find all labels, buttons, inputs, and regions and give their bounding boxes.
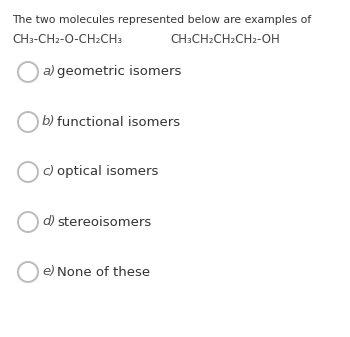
Text: geometric isomers: geometric isomers [57, 65, 181, 79]
Text: None of these: None of these [57, 266, 150, 278]
Text: The two molecules represented below are examples of: The two molecules represented below are … [12, 15, 311, 25]
Text: CH₃-CH₂-O-CH₂CH₃: CH₃-CH₂-O-CH₂CH₃ [12, 33, 122, 46]
Text: optical isomers: optical isomers [57, 165, 158, 179]
Text: d): d) [42, 215, 56, 228]
Text: functional isomers: functional isomers [57, 116, 180, 128]
Text: stereoisomers: stereoisomers [57, 215, 151, 228]
Text: c): c) [42, 165, 54, 179]
Text: CH₃CH₂CH₂CH₂-OH: CH₃CH₂CH₂CH₂-OH [170, 33, 280, 46]
Text: e): e) [42, 266, 55, 278]
Text: a): a) [42, 65, 55, 79]
Text: b): b) [42, 116, 56, 128]
